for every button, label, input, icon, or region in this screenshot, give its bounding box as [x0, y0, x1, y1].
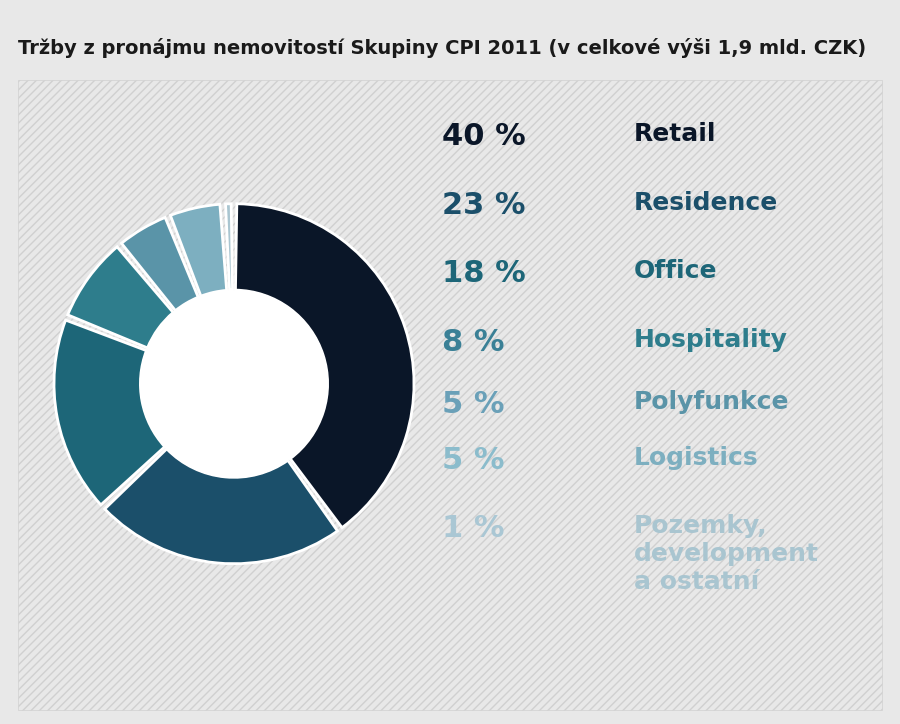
Wedge shape [170, 204, 227, 296]
Text: 40 %: 40 % [442, 122, 526, 151]
Text: Hospitality: Hospitality [634, 328, 788, 352]
Wedge shape [54, 320, 165, 505]
Text: 18 %: 18 % [442, 259, 526, 288]
Text: Residence: Residence [634, 190, 778, 215]
Text: Tržby z pronájmu nemovitostí Skupiny CPI 2011 (v celkové výši 1,9 mld. CZK): Tržby z pronájmu nemovitostí Skupiny CPI… [18, 38, 866, 58]
Wedge shape [122, 217, 198, 311]
Wedge shape [104, 449, 338, 564]
Text: Office: Office [634, 259, 717, 283]
Wedge shape [236, 203, 414, 528]
Text: 5 %: 5 % [442, 390, 504, 419]
Text: 1 %: 1 % [442, 515, 504, 544]
Text: 23 %: 23 % [442, 190, 526, 219]
Wedge shape [226, 203, 232, 290]
Text: 8 %: 8 % [442, 328, 504, 357]
Text: Polyfunkce: Polyfunkce [634, 390, 789, 414]
Text: Logistics: Logistics [634, 446, 758, 470]
Wedge shape [68, 247, 173, 348]
Text: Pozemky,
development
a ostatní: Pozemky, development a ostatní [634, 515, 819, 594]
Bar [18, 80, 882, 710]
Text: 5 %: 5 % [442, 446, 504, 475]
Circle shape [140, 290, 328, 477]
Text: Retail: Retail [634, 122, 716, 146]
